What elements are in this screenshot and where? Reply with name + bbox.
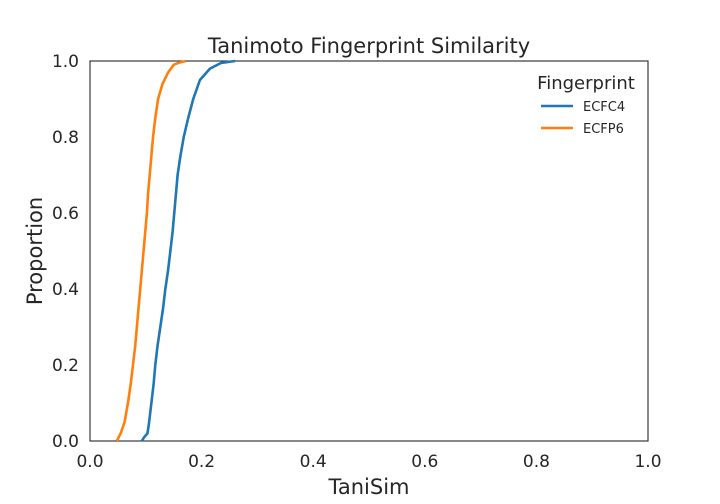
x-tick-label: 0.2 — [188, 452, 215, 472]
y-tick-label: 0.8 — [52, 128, 79, 148]
series-line-ecfp6 — [115, 59, 187, 442]
x-tick-label: 1.0 — [634, 452, 661, 472]
legend: Fingerprint ECFC4 ECFP6 — [537, 73, 635, 137]
y-tick-labels: 0.0 0.2 0.4 0.6 0.8 1.0 — [52, 52, 79, 452]
legend-label-ecfp6: ECFP6 — [583, 122, 624, 137]
x-tick-label: 0.8 — [523, 452, 550, 472]
chart-title: Tanimoto Fingerprint Similarity — [207, 34, 530, 58]
x-tick-labels: 0.0 0.2 0.4 0.6 0.8 1.0 — [76, 452, 661, 472]
y-axis-title: Proportion — [23, 197, 47, 305]
y-tick-label: 0.6 — [52, 204, 79, 224]
y-tick-label: 1.0 — [52, 52, 79, 72]
series-line-ecfc4 — [140, 59, 236, 442]
legend-label-ecfc4: ECFC4 — [583, 100, 625, 115]
plot-area — [89, 60, 649, 442]
y-tick-label: 0.0 — [52, 432, 79, 452]
series-lines — [115, 59, 236, 442]
y-tick-label: 0.4 — [52, 280, 79, 300]
x-tick-label: 0.6 — [411, 452, 438, 472]
x-tick-label: 0.0 — [76, 452, 103, 472]
y-tick-label: 0.2 — [52, 356, 79, 376]
legend-title: Fingerprint — [537, 73, 635, 94]
x-axis-title: TaniSim — [328, 475, 410, 499]
x-tick-label: 0.4 — [300, 452, 327, 472]
